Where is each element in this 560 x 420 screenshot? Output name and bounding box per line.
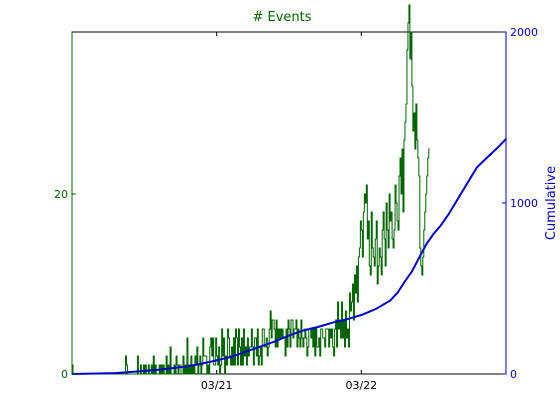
chart-title: # Events — [252, 10, 311, 25]
plot-layer — [71, 4, 507, 375]
y-right-tick-label: 1000 — [510, 197, 538, 210]
y-left-tick-label: 20 — [54, 188, 68, 201]
y-right-tick-label: 0 — [510, 368, 517, 381]
x-tick-label: 03/22 — [345, 379, 377, 392]
series-events-line — [72, 4, 430, 375]
y-right-tick-label: 2000 — [510, 26, 538, 39]
axis-layer: 03/21 03/22 0 20 0 1000 2000 — [54, 26, 538, 392]
right-axis-label: Cumulative — [544, 166, 559, 240]
x-tick-label: 03/21 — [201, 379, 233, 392]
series-cumulative-line — [71, 138, 507, 375]
y-left-tick-label: 0 — [61, 368, 68, 381]
